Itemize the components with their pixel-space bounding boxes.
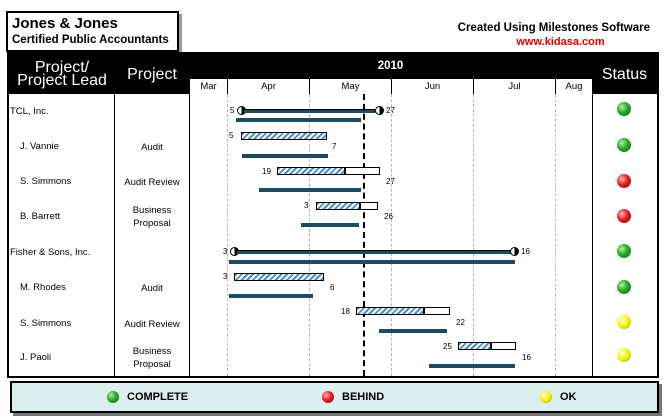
row-project: Audit [141,283,163,294]
task-bar-remaining[interactable] [491,342,516,350]
header-project-lead: Project/ Project Lead [17,59,107,89]
column-divider [189,94,190,376]
start-label: 18 [341,307,350,316]
row-project: Audit Review [124,319,180,330]
baseline-bar [229,294,313,298]
behind-icon [322,391,334,403]
column-divider [114,94,115,376]
complete-icon [107,391,119,403]
start-label: 5 [230,106,235,115]
current-date-line [363,94,365,376]
task-bar[interactable] [277,167,345,175]
end-label: 26 [384,212,393,221]
month-scale: Mar Apr May Jun Jul Aug [189,78,592,95]
task-bar[interactable] [356,307,424,315]
month-gridline [391,94,392,376]
start-label: 3 [223,272,228,281]
summary-bar[interactable] [244,109,377,113]
ok-icon [540,391,552,403]
status-complete-icon [617,244,631,258]
legend-ok: OK [540,383,577,411]
end-label: 16 [522,353,531,362]
start-label: 3 [304,201,309,210]
legend-complete-label: COMPLETE [127,391,189,403]
row-lead: M. Rhodes [20,282,66,293]
task-bar-remaining[interactable] [360,202,378,210]
row-project: Audit Review [124,177,180,188]
month-gridline [309,94,310,376]
status-ok-icon [617,348,631,362]
header-year: 2010 [189,54,592,78]
status-complete-icon [617,280,631,294]
month-gridline [555,94,556,376]
end-label: 27 [386,177,395,186]
row-lead: J. Vannie [20,141,59,152]
legend-behind: BEHIND [322,383,384,411]
row-lead: B. Barrett [20,211,61,222]
gantt-chart: Project/ Project Lead Project 2010 Statu… [7,52,659,378]
row-lead: TCL, Inc. [10,106,49,117]
month-gridline [227,94,228,376]
row-project: Business Proposal [132,205,172,229]
month-label: Mar [189,79,227,95]
milestone-end-icon[interactable] [510,247,519,256]
task-bar[interactable] [234,273,324,281]
company-subtitle: Certified Public Accountants [12,34,169,46]
summary-bar[interactable] [237,250,511,254]
task-bar[interactable] [316,202,360,210]
column-divider [592,94,593,376]
start-label: 3 [223,247,228,256]
month-label: May [309,79,391,95]
row-lead: Fisher & Sons, Inc. [10,247,91,258]
row-lead: S. Simmons [20,176,72,187]
baseline-bar [229,260,515,264]
baseline-bar [236,118,361,122]
baseline-bar [259,188,361,192]
baseline-bar [242,154,328,158]
end-label: 6 [330,283,335,292]
task-bar[interactable] [458,342,491,350]
legend-behind-label: BEHIND [342,391,385,403]
baseline-bar [301,223,359,227]
row-project: Business Proposal [132,346,172,370]
end-label: 27 [386,106,395,115]
status-complete-icon [617,102,631,116]
start-label: 5 [229,131,234,140]
month-gridline [473,94,474,376]
status-legend: COMPLETE BEHIND OK [10,381,659,413]
legend-complete: COMPLETE [107,383,188,411]
end-label: 22 [456,318,465,327]
month-label: Aug [555,79,592,95]
status-behind-icon [617,209,631,223]
end-label: 16 [521,247,530,256]
row-project: Audit [141,142,163,153]
task-bar[interactable] [241,132,327,140]
row-lead: S. Simmons [20,318,72,329]
legend-ok-label: OK [560,391,577,403]
month-label: Jun [391,79,473,95]
status-complete-icon [617,138,631,152]
baseline-bar [429,364,515,368]
credit-url[interactable]: www.kidasa.com [516,36,605,48]
start-label: 19 [262,167,271,176]
header-project: Project [127,65,177,83]
task-bar-remaining[interactable] [424,307,450,315]
task-bar-remaining[interactable] [345,167,380,175]
end-label: 7 [332,142,337,151]
baseline-bar [379,329,447,333]
row-lead: J. Paoli [20,352,52,363]
title-box: Jones & Jones Certified Public Accountan… [6,11,179,52]
milestone-end-icon[interactable] [375,106,384,115]
month-label: Jul [473,79,555,95]
month-label: Apr [227,79,309,95]
company-title: Jones & Jones [12,15,118,32]
header-status: Status [601,65,648,83]
status-behind-icon [617,174,631,188]
start-label: 25 [443,342,452,351]
credit-text: Created Using Milestones Software [457,22,650,34]
status-ok-icon [617,315,631,329]
